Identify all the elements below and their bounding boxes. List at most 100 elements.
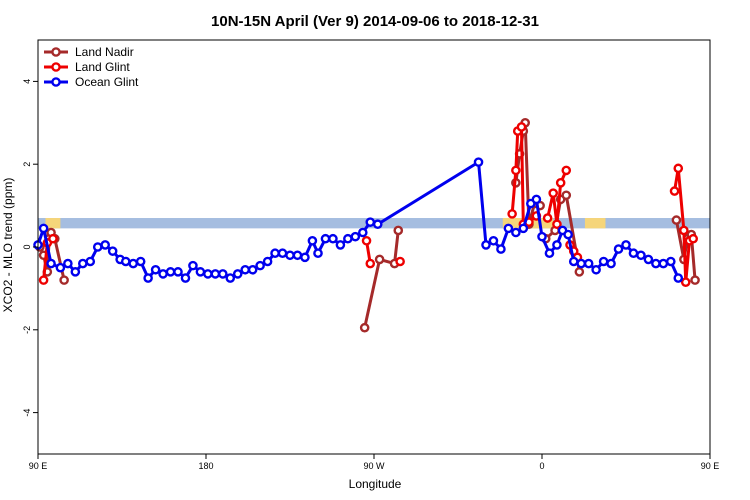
data-point <box>292 250 303 261</box>
data-point <box>503 223 514 234</box>
series-line <box>363 230 400 329</box>
land-band <box>45 218 61 229</box>
data-point <box>488 235 499 246</box>
legend-entry: Land Glint <box>44 60 130 74</box>
data-point <box>313 248 323 259</box>
data-point <box>335 240 346 250</box>
data-point <box>195 267 206 277</box>
x-tick-label: 90 E <box>29 461 48 471</box>
data-point <box>180 273 191 283</box>
y-tick-label: -2 <box>22 326 32 334</box>
data-point <box>357 227 368 238</box>
data-point <box>150 264 161 275</box>
x-tick-label: 180 <box>198 461 213 471</box>
data-point <box>393 225 404 236</box>
legend-swatch-marker <box>51 47 61 57</box>
data-point <box>350 231 361 242</box>
data-point <box>255 260 265 271</box>
data-point <box>225 273 236 283</box>
data-point <box>38 223 49 234</box>
legend-entry: Ocean Glint <box>44 75 139 89</box>
y-tick-label: -4 <box>22 409 32 417</box>
data-point <box>669 186 680 196</box>
y-tick-label: 0 <box>22 244 32 249</box>
plot-frame <box>37 39 711 455</box>
data-point <box>55 262 66 273</box>
chart-title: 10N-15N April (Ver 9) 2014-09-06 to 2018… <box>211 13 539 30</box>
data-point <box>518 223 529 234</box>
y-axis-label: XCO2 - MLO trend (ppm) <box>1 178 15 313</box>
data-point <box>613 244 624 254</box>
data-point <box>372 219 383 230</box>
data-point <box>544 248 555 259</box>
data-point <box>277 248 288 259</box>
data-point <box>92 242 103 252</box>
data-point <box>621 240 631 250</box>
x-axis: 90 E 180 90 W 0 90 E <box>29 454 720 471</box>
legend-label: Land Glint <box>75 60 130 74</box>
data-point <box>328 233 338 244</box>
legend-entry: Land Nadir <box>44 45 134 59</box>
data-point <box>48 233 58 244</box>
data-point <box>188 260 198 271</box>
data-point <box>210 269 221 279</box>
x-tick-label: 0 <box>539 461 544 471</box>
data-point <box>680 277 691 287</box>
data-point <box>359 322 370 333</box>
data-point <box>666 256 676 267</box>
data-point <box>496 244 506 254</box>
data-point <box>270 248 280 259</box>
data-point <box>203 269 213 279</box>
data-point <box>107 246 118 256</box>
data-point <box>395 256 405 267</box>
x-tick-label: 90 W <box>363 461 385 471</box>
data-point <box>658 258 669 269</box>
data-point <box>481 240 491 250</box>
data-point <box>365 258 376 269</box>
data-point <box>598 256 609 267</box>
data-point <box>636 250 646 261</box>
data-point <box>576 258 587 269</box>
data-point <box>300 252 310 263</box>
data-point <box>78 258 88 269</box>
data-point <box>100 240 110 250</box>
y-axis: -4 -2 0 2 4 <box>22 79 38 417</box>
data-point <box>516 122 527 132</box>
data-point <box>628 248 639 259</box>
data-point <box>568 256 579 267</box>
x-tick-label: 90 E <box>701 461 720 471</box>
legend-swatch-marker <box>51 62 61 72</box>
x-axis-label: Longitude <box>349 477 402 491</box>
data-point <box>583 258 594 269</box>
data-point <box>643 254 654 265</box>
data-point <box>542 213 553 223</box>
data-point <box>507 209 517 219</box>
data-point <box>307 235 318 246</box>
data-point <box>70 267 81 277</box>
data-point <box>591 264 601 275</box>
data-point <box>671 215 682 225</box>
data-point <box>552 240 562 250</box>
data-point <box>563 229 573 240</box>
data-point <box>651 258 661 269</box>
data-point <box>120 256 131 267</box>
data-point <box>365 217 376 227</box>
data-point <box>688 233 699 244</box>
data-point <box>143 273 153 283</box>
data-point <box>574 267 585 277</box>
series-ocean-glint <box>33 157 684 283</box>
data-point <box>63 258 73 269</box>
data-point <box>374 254 385 265</box>
reference-band <box>38 218 710 229</box>
data-point <box>511 227 521 238</box>
data-point <box>85 256 96 267</box>
data-point <box>247 264 258 275</box>
data-point <box>361 235 372 246</box>
data-point <box>537 231 547 242</box>
data-point <box>232 269 243 279</box>
y-tick-label: 4 <box>22 79 32 84</box>
data-point <box>679 225 689 236</box>
legend-swatch-marker <box>51 77 61 87</box>
legend-label: Ocean Glint <box>75 75 139 89</box>
